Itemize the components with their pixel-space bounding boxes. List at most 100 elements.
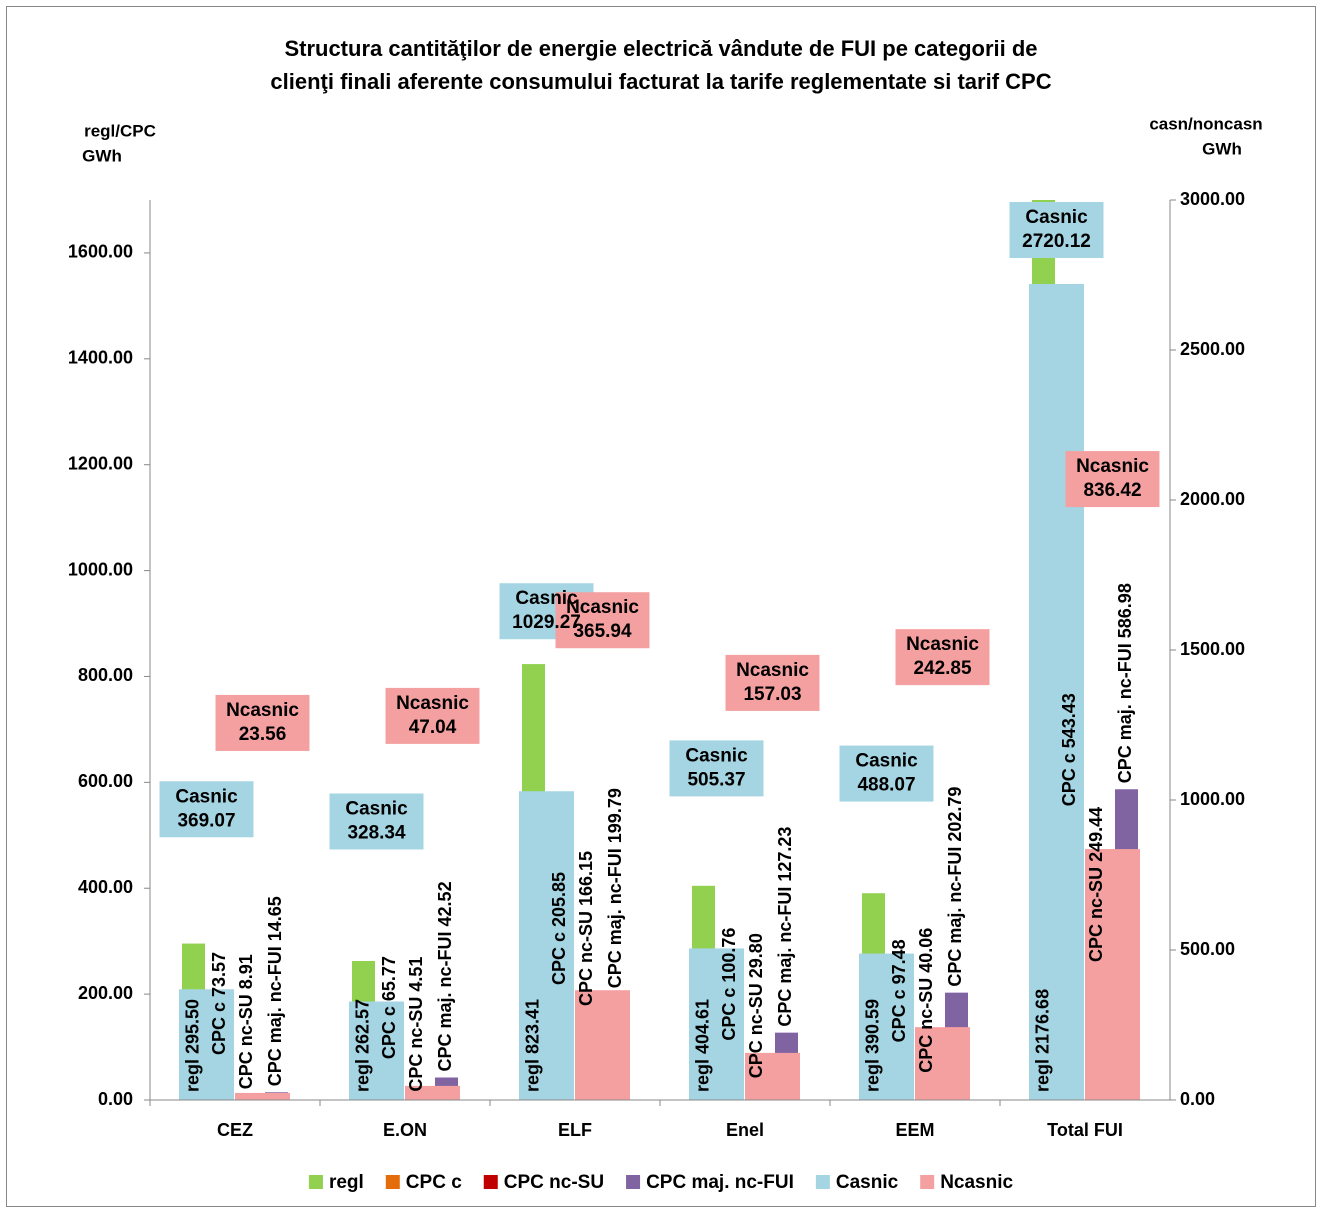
legend-label: CPC nc-SU bbox=[504, 1172, 604, 1193]
label-box bbox=[329, 793, 424, 850]
value-label-line: 242.85 bbox=[913, 658, 972, 679]
value-label-line: Casnic bbox=[685, 745, 748, 766]
value-label: Casnic 505.37 bbox=[685, 745, 748, 790]
value-label-line: Ncasnic bbox=[906, 634, 979, 655]
x-tick-label: Enel bbox=[726, 1120, 764, 1140]
bar bbox=[235, 1092, 290, 1100]
y-tick-label: 400.00 bbox=[78, 877, 133, 897]
legend-label: CPC c bbox=[406, 1172, 462, 1193]
y2-tick-label: 2000.00 bbox=[1180, 489, 1245, 509]
label-box bbox=[555, 592, 650, 649]
value-label-line: 365.94 bbox=[573, 621, 632, 642]
value-label-line: 836.42 bbox=[1083, 480, 1141, 501]
value-label: regl 390.59 bbox=[862, 999, 882, 1092]
value-label: CPC c 65.77 bbox=[379, 956, 399, 1059]
value-label: CPC maj. nc-FUI 42.52 bbox=[435, 881, 455, 1071]
value-label: CPC maj. nc-FUI 586.98 bbox=[1115, 583, 1135, 783]
y-axis-label: GWh bbox=[82, 146, 122, 165]
value-label: regl 262.57 bbox=[352, 999, 372, 1092]
value-label: regl 295.50 bbox=[182, 999, 202, 1092]
value-label: regl 2176.68 bbox=[1032, 989, 1052, 1092]
value-label-line: 47.04 bbox=[409, 717, 457, 738]
value-label: CPC c 205.85 bbox=[549, 872, 569, 985]
value-label-line: Casnic bbox=[175, 786, 238, 807]
value-label: Casnic 2720.12 bbox=[1022, 207, 1091, 252]
value-label: CPC c 543.43 bbox=[1059, 693, 1079, 806]
legend-swatch bbox=[815, 1175, 830, 1189]
value-label-line: Casnic bbox=[515, 588, 578, 609]
legend-item: CPC c bbox=[385, 1172, 462, 1193]
value-label: regl 404.61 bbox=[692, 999, 712, 1092]
legend-label: Ncasnic bbox=[940, 1172, 1013, 1193]
label-box bbox=[725, 654, 820, 711]
value-label-line: Casnic bbox=[1025, 207, 1088, 228]
value-label: CPC nc-SU 249.44 bbox=[1086, 807, 1106, 962]
legend-item: CPC nc-SU bbox=[483, 1172, 604, 1193]
y2-tick-label: 500.00 bbox=[1180, 939, 1235, 959]
y2-tick-label: 1000.00 bbox=[1180, 789, 1245, 809]
value-label: Ncasnic 836.42 bbox=[1076, 456, 1149, 501]
value-label-line: Ncasnic bbox=[396, 693, 469, 714]
value-label-line: Ncasnic bbox=[1076, 456, 1149, 477]
label-box bbox=[1009, 202, 1104, 258]
label-box bbox=[669, 740, 764, 797]
bar bbox=[179, 989, 234, 1100]
value-label: CPC nc-SU 4.51 bbox=[406, 957, 426, 1092]
value-label: CPC c 100.76 bbox=[719, 928, 739, 1041]
legend-item: Ncasnic bbox=[920, 1172, 1013, 1193]
y2-axis-label: GWh bbox=[1202, 139, 1242, 158]
value-label: Ncasnic 23.56 bbox=[226, 700, 299, 745]
legend-label: Casnic bbox=[836, 1172, 899, 1193]
bar bbox=[349, 1001, 404, 1100]
bar bbox=[915, 1027, 970, 1100]
value-label-line: 369.07 bbox=[177, 810, 235, 831]
value-label: CPC nc-SU 40.06 bbox=[916, 928, 936, 1073]
bar bbox=[1029, 283, 1084, 1100]
value-label: CPC maj. nc-FUI 202.79 bbox=[945, 787, 965, 987]
label-box bbox=[839, 745, 934, 802]
label-box bbox=[215, 694, 310, 751]
y-tick-label: 1200.00 bbox=[68, 453, 133, 473]
x-tick-label: Total FUI bbox=[1047, 1120, 1123, 1140]
y-tick-label: 1600.00 bbox=[68, 242, 133, 262]
y2-tick-label: 0.00 bbox=[1180, 1089, 1215, 1109]
value-label: CPC maj. nc-FUI 127.23 bbox=[775, 827, 795, 1027]
x-tick-label: E.ON bbox=[383, 1120, 427, 1140]
value-label: Casnic 488.07 bbox=[855, 751, 918, 796]
value-label-line: Ncasnic bbox=[226, 700, 299, 721]
value-label-line: 23.56 bbox=[239, 724, 287, 745]
legend-item: Casnic bbox=[815, 1172, 899, 1193]
label-box bbox=[385, 687, 480, 744]
value-label: Ncasnic 47.04 bbox=[396, 693, 469, 738]
chart-title: Structura cantităţilor de energie electr… bbox=[284, 36, 1037, 61]
bar bbox=[1085, 849, 1140, 1100]
legend-swatch bbox=[483, 1175, 498, 1189]
legend-swatch bbox=[920, 1175, 935, 1189]
legend-swatch bbox=[385, 1175, 400, 1189]
x-tick-label: EEM bbox=[895, 1120, 934, 1140]
legend-label: CPC maj. nc-FUI bbox=[646, 1172, 794, 1193]
value-label: Ncasnic 242.85 bbox=[906, 634, 979, 679]
bar bbox=[519, 791, 574, 1100]
value-label: Casnic 328.34 bbox=[345, 799, 408, 844]
plot-overlay bbox=[179, 283, 1140, 1100]
y2-axis-label: casn/noncasn bbox=[1149, 114, 1262, 133]
value-label: Casnic 369.07 bbox=[175, 786, 238, 831]
value-label: Ncasnic 365.94 bbox=[566, 597, 639, 642]
value-label-line: Casnic bbox=[345, 799, 408, 820]
label-box bbox=[159, 781, 254, 838]
y-tick-label: 800.00 bbox=[78, 665, 133, 685]
x-tick-label: ELF bbox=[558, 1120, 592, 1140]
value-label-line: 488.07 bbox=[857, 775, 915, 796]
value-label: Ncasnic 157.03 bbox=[736, 660, 809, 705]
y-tick-label: 0.00 bbox=[98, 1089, 133, 1109]
value-label: CPC c 73.57 bbox=[209, 952, 229, 1055]
legend-swatch bbox=[308, 1175, 323, 1189]
value-label: CPC nc-SU 29.80 bbox=[746, 933, 766, 1078]
value-label: regl 823.41 bbox=[522, 999, 542, 1092]
value-label-line: Ncasnic bbox=[736, 660, 809, 681]
legend-item: regl bbox=[308, 1172, 364, 1193]
value-label: CPC nc-SU 166.15 bbox=[576, 851, 596, 1006]
value-label: CPC maj. nc-FUI 14.65 bbox=[265, 896, 285, 1086]
